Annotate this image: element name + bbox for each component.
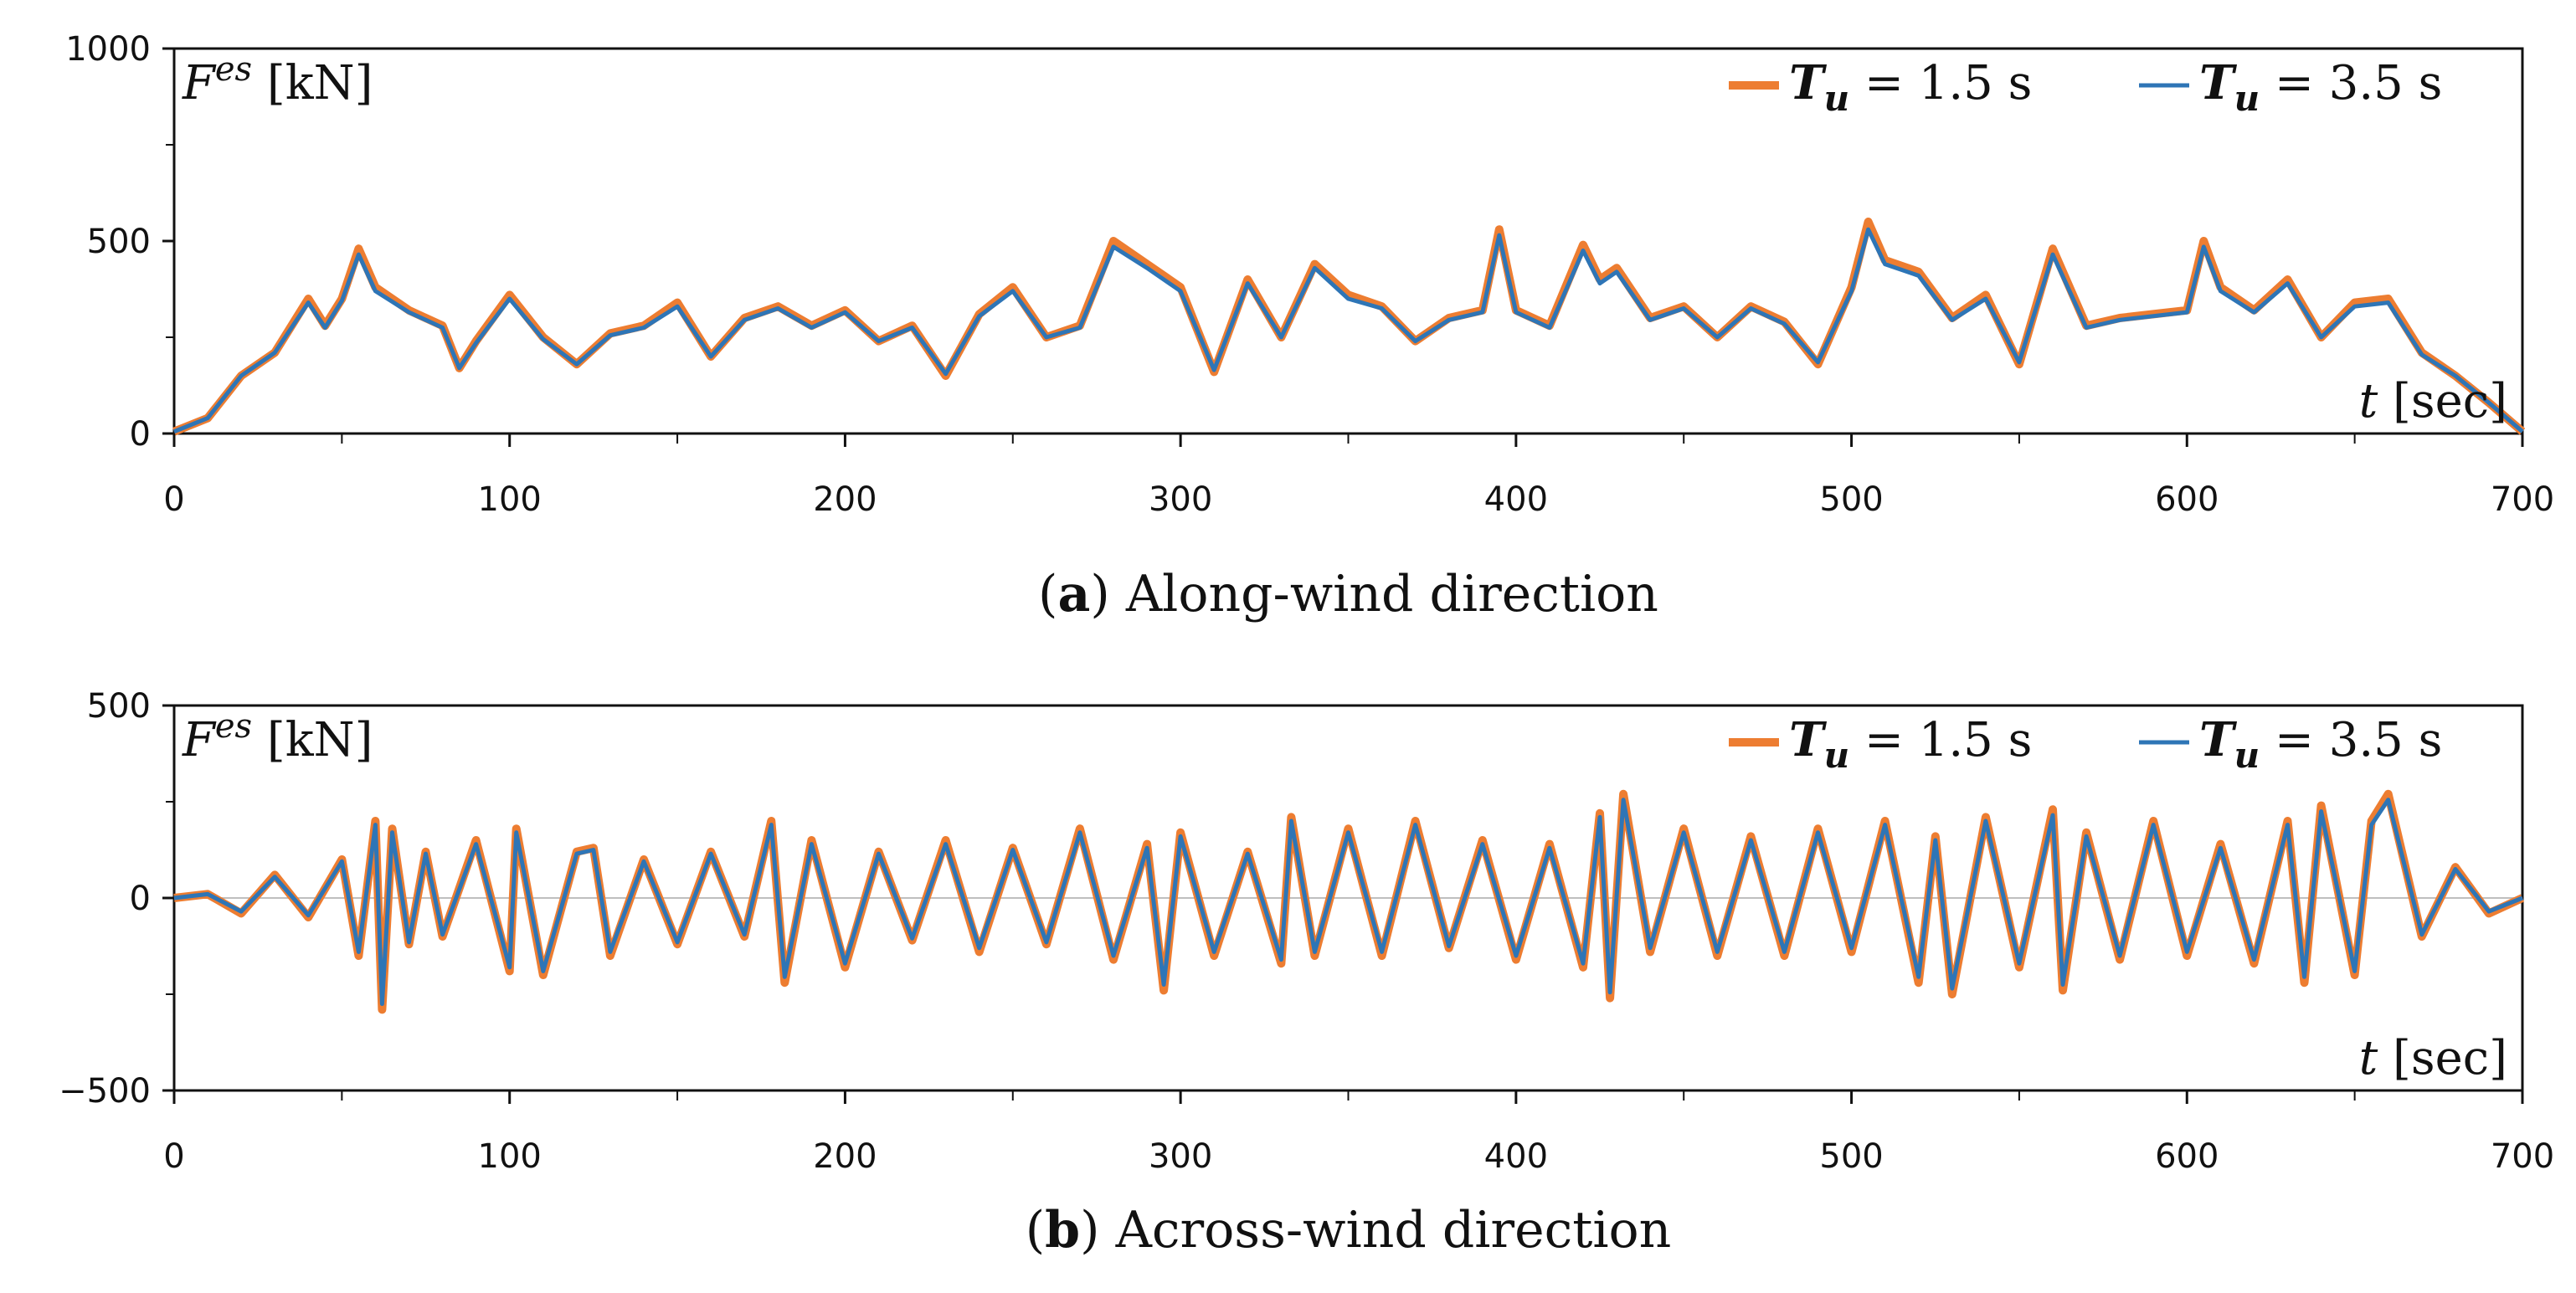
chart-along-wind: 0 500 1000 0 100 200 300 400 500 600 700 Fes [kN] t … <box>65 30 2554 623</box>
x-tick-label: 700 <box>2491 480 2554 519</box>
y-label-superscript: es <box>215 707 252 746</box>
legend-subscript: u <box>2234 78 2260 119</box>
legend-symbol: T <box>1789 55 1828 110</box>
legend-subscript: u <box>1824 78 1850 119</box>
legend-label-1: Tu = 1.5 s <box>1789 712 2032 776</box>
y-tick-label: 0 <box>130 415 151 454</box>
x-axis-label: t [sec] <box>2359 374 2507 428</box>
y-label-unit: [kN] <box>252 56 373 110</box>
plot-frame <box>172 47 2524 435</box>
x-tick-label: 0 <box>163 1137 184 1176</box>
legend-symbol: T <box>2199 55 2238 110</box>
x-tick-label: 200 <box>813 1137 877 1176</box>
legend-text: = 1.5 s <box>1849 713 2032 767</box>
x-tick-label: 500 <box>1819 1137 1883 1176</box>
caption-paren-close: ) <box>1090 565 1109 623</box>
x-tick-label: 300 <box>1149 480 1212 519</box>
chart-across-wind: −500 0 500 0 100 200 300 400 500 600 700 Fes [kN] t … <box>59 687 2554 1260</box>
legend-label-1: Tu = 1.5 s <box>1789 55 2032 119</box>
series-line-2 <box>173 798 2523 1006</box>
legend-text: = 3.5 s <box>2260 56 2442 110</box>
series-line-1 <box>172 218 2526 436</box>
caption-text: Along-wind direction <box>1110 565 1658 623</box>
legend-text: = 3.5 s <box>2260 713 2442 767</box>
legend-symbol: T <box>1789 712 1828 767</box>
x-tick-label: 100 <box>478 480 542 519</box>
x-label-symbol: t <box>2359 1031 2378 1085</box>
y-label-unit: [kN] <box>252 713 373 767</box>
panel-caption: (a) Along-wind direction <box>1038 565 1658 623</box>
y-label-symbol: F <box>182 56 217 110</box>
legend-subscript: u <box>2234 735 2260 776</box>
x-label-unit: [sec] <box>2378 374 2507 428</box>
y-tick-label: −500 <box>59 1072 151 1111</box>
legend-symbol: T <box>2199 712 2238 767</box>
y-label-symbol: F <box>182 713 217 767</box>
caption-paren-open: ( <box>1038 565 1057 623</box>
caption-paren-open: ( <box>1026 1201 1045 1260</box>
x-tick-label: 600 <box>2155 480 2219 519</box>
x-tick-label: 100 <box>478 1137 542 1176</box>
caption-letter: a <box>1057 565 1090 623</box>
x-tick-label: 600 <box>2155 1137 2219 1176</box>
y-tick-label: 500 <box>87 223 151 261</box>
caption-text: Across-wind direction <box>1100 1201 1672 1260</box>
x-tick-label: 700 <box>2491 1137 2554 1176</box>
x-tick-label: 400 <box>1484 1137 1548 1176</box>
y-axis-label: Fes [kN] <box>182 707 373 767</box>
y-tick-label: 0 <box>130 880 151 918</box>
y-tick-label: 500 <box>87 687 151 726</box>
x-label-unit: [sec] <box>2378 1031 2507 1085</box>
series-line-2 <box>173 227 2524 434</box>
legend-subscript: u <box>1824 735 1850 776</box>
legend-label-2: Tu = 3.5 s <box>2199 712 2442 776</box>
legend-label-2: Tu = 3.5 s <box>2199 55 2442 119</box>
x-label-symbol: t <box>2359 374 2378 428</box>
legend-text: = 1.5 s <box>1849 56 2032 110</box>
panel-caption: (b) Across-wind direction <box>1026 1201 1672 1260</box>
x-tick-label: 200 <box>813 480 877 519</box>
series-line-1 <box>173 789 2525 1014</box>
x-tick-label: 300 <box>1149 1137 1212 1176</box>
y-label-superscript: es <box>215 50 252 89</box>
x-tick-label: 0 <box>163 480 184 519</box>
caption-letter: b <box>1045 1201 1080 1260</box>
x-axis-label: t [sec] <box>2359 1031 2507 1085</box>
caption-paren-close: ) <box>1080 1201 1099 1260</box>
x-tick-label: 400 <box>1484 480 1548 519</box>
y-axis-label: Fes [kN] <box>182 50 373 110</box>
y-tick-label: 1000 <box>65 30 151 69</box>
x-tick-label: 500 <box>1819 480 1883 519</box>
